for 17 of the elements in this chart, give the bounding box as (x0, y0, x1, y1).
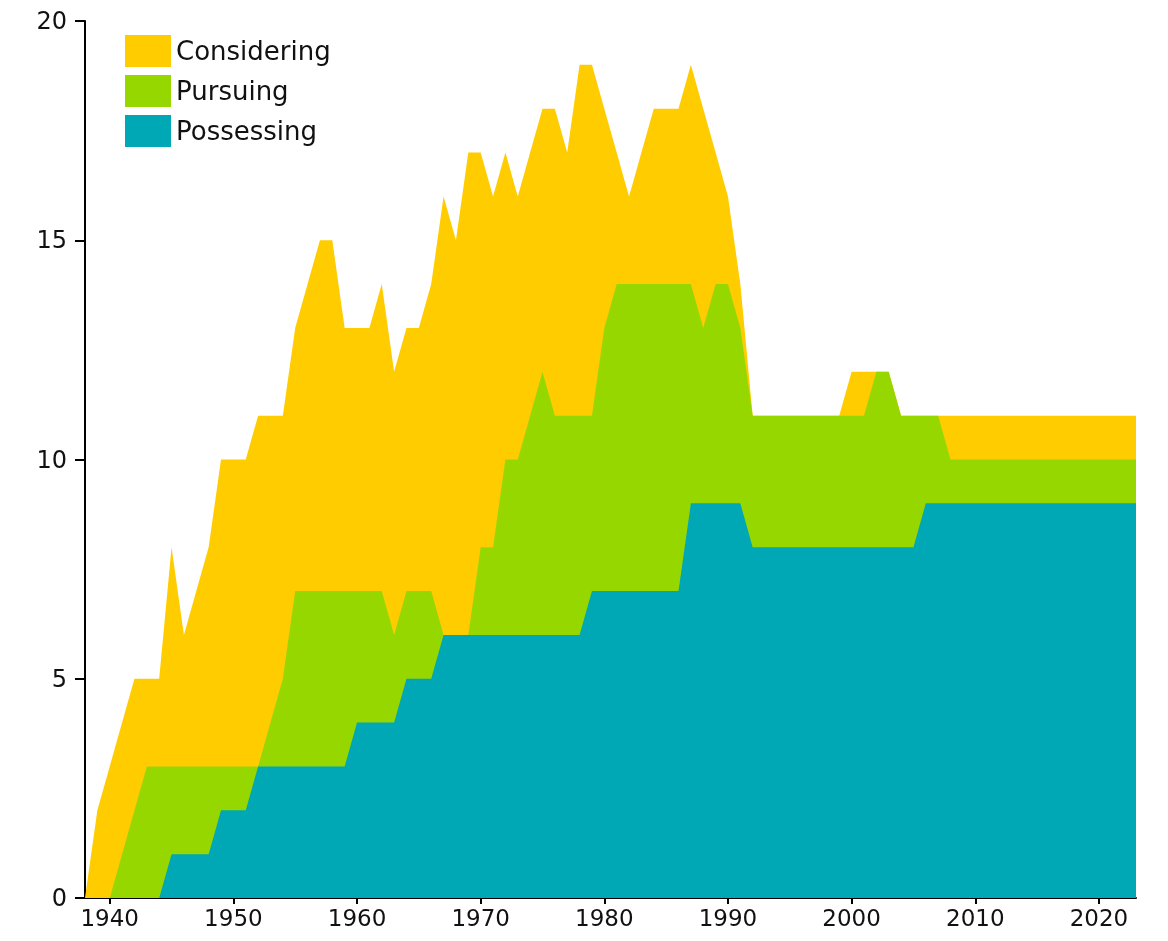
y-tick-label: 5 (51, 664, 67, 693)
x-tick-label: 1960 (327, 904, 387, 931)
legend-label: Considering (176, 36, 331, 66)
legend-label: Possessing (176, 116, 318, 146)
x-tick-label: 2000 (822, 904, 881, 931)
x-tick-label: 2010 (945, 904, 1005, 931)
x-tick-label: 1980 (575, 904, 634, 931)
y-tick-label: 10 (36, 445, 67, 474)
x-tick-label: 1950 (204, 904, 263, 931)
x-tick-label: 2020 (1069, 904, 1129, 931)
x-tick-label: 1990 (698, 904, 758, 931)
legend-label: Pursuing (176, 76, 289, 106)
y-tick-label: 15 (36, 226, 67, 255)
y-tick-label: 0 (51, 884, 67, 912)
x-tick-label: 1940 (80, 904, 139, 931)
y-tick-label: 20 (36, 7, 67, 35)
x-tick-label: 1970 (451, 904, 510, 931)
